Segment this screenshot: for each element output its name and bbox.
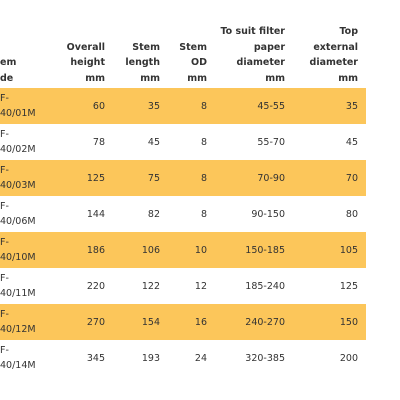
code-line: 40/12M: [0, 324, 36, 335]
table-row: F- 40/10M 186 106 10 150-185 105: [0, 232, 366, 268]
code-line: F-: [0, 345, 9, 356]
header-line: Stem: [132, 41, 160, 53]
value-cell: 8: [200, 100, 207, 112]
value-cell: 82: [147, 208, 160, 220]
value-cell: 154: [141, 316, 160, 328]
value-cell: 105: [339, 244, 358, 256]
header-line: OD: [191, 57, 207, 68]
code-line: 40/02M: [0, 144, 36, 155]
value-cell: 240-270: [245, 316, 285, 328]
code-line: F-: [0, 273, 9, 284]
header-line: de: [0, 72, 14, 84]
value-cell: 220: [86, 280, 105, 292]
column-header: Stem OD mm: [162, 20, 207, 86]
value-cell: 78: [92, 136, 105, 148]
header-line: external: [313, 41, 358, 53]
value-cell: 193: [141, 352, 160, 364]
header-line: Stem: [179, 41, 207, 53]
value-cell: 10: [194, 244, 207, 256]
header-line: mm: [338, 72, 358, 84]
code-line: 40/14M: [0, 360, 36, 371]
code-line: F-: [0, 129, 9, 140]
value-cell: 125: [339, 280, 358, 292]
header-line: diameter: [309, 57, 358, 68]
header-line: To suit filter: [220, 26, 285, 37]
header-line: Top: [339, 26, 358, 37]
value-cell: 8: [200, 172, 207, 184]
value-cell: 200: [339, 352, 358, 364]
value-cell: 80: [345, 208, 358, 220]
value-cell: 8: [200, 208, 207, 220]
table-row: F- 40/02M 78 45 8 55-70 45: [0, 124, 366, 160]
table-row: F- 40/01M 60 35 8 45-55 35: [0, 88, 366, 124]
code-cell: F- 40/02M: [0, 124, 60, 160]
value-cell: 90-150: [251, 208, 285, 220]
value-cell: 320-385: [245, 352, 285, 364]
code-line: F-: [0, 309, 9, 320]
code-line: 40/03M: [0, 180, 36, 191]
value-cell: 106: [141, 244, 160, 256]
header-line: length: [125, 57, 160, 68]
column-header: To suit filter paper diameter mm: [205, 20, 285, 86]
code-line: 40/01M: [0, 108, 36, 119]
value-cell: 24: [194, 352, 207, 364]
code-cell: F- 40/14M: [0, 340, 60, 376]
code-cell: F- 40/01M: [0, 88, 60, 124]
header-line: em: [0, 57, 17, 68]
code-cell: F- 40/12M: [0, 304, 60, 340]
column-header: Top external diameter mm: [288, 20, 358, 86]
code-line: 40/11M: [0, 288, 36, 299]
header-line: mm: [265, 72, 285, 84]
code-line: F-: [0, 237, 9, 248]
header-line: mm: [187, 72, 207, 84]
header-line: Overall: [66, 41, 105, 53]
header-line: paper: [253, 41, 285, 53]
code-line: 40/10M: [0, 252, 36, 263]
header-line: mm: [85, 72, 105, 84]
table-row: F- 40/06M 144 82 8 90-150 80: [0, 196, 366, 232]
header-line: mm: [140, 72, 160, 84]
value-cell: 122: [141, 280, 160, 292]
header-line: height: [70, 57, 105, 68]
value-cell: 75: [147, 172, 160, 184]
code-line: F-: [0, 165, 9, 176]
table-row: F- 40/14M 345 193 24 320-385 200: [0, 340, 366, 376]
value-cell: 45: [345, 136, 358, 148]
table-row: F- 40/12M 270 154 16 240-270 150: [0, 304, 366, 340]
value-cell: 35: [345, 100, 358, 112]
value-cell: 12: [194, 280, 207, 292]
value-cell: 16: [194, 316, 207, 328]
value-cell: 144: [86, 208, 105, 220]
code-cell: F- 40/06M: [0, 196, 60, 232]
value-cell: 45-55: [257, 100, 285, 112]
value-cell: 35: [147, 100, 160, 112]
code-cell: F- 40/11M: [0, 268, 60, 304]
code-cell: F- 40/10M: [0, 232, 60, 268]
value-cell: 125: [86, 172, 105, 184]
value-cell: 150: [339, 316, 358, 328]
value-cell: 8: [200, 136, 207, 148]
table-row: F- 40/11M 220 122 12 185-240 125: [0, 268, 366, 304]
column-header: em de: [0, 20, 60, 86]
value-cell: 45: [147, 136, 160, 148]
column-header: Overall height mm: [45, 20, 105, 86]
value-cell: 270: [86, 316, 105, 328]
value-cell: 345: [86, 352, 105, 364]
code-line: F-: [0, 201, 9, 212]
code-cell: F- 40/03M: [0, 160, 60, 196]
value-cell: 150-185: [245, 244, 285, 256]
code-line: 40/06M: [0, 216, 36, 227]
value-cell: 70: [345, 172, 358, 184]
header-line: diameter: [236, 57, 285, 68]
code-line: F-: [0, 93, 9, 104]
column-header: Stem length mm: [105, 20, 160, 86]
value-cell: 186: [86, 244, 105, 256]
value-cell: 70-90: [257, 172, 285, 184]
value-cell: 55-70: [257, 136, 285, 148]
value-cell: 60: [92, 100, 105, 112]
value-cell: 185-240: [245, 280, 285, 292]
table-row: F- 40/03M 125 75 8 70-90 70: [0, 160, 366, 196]
